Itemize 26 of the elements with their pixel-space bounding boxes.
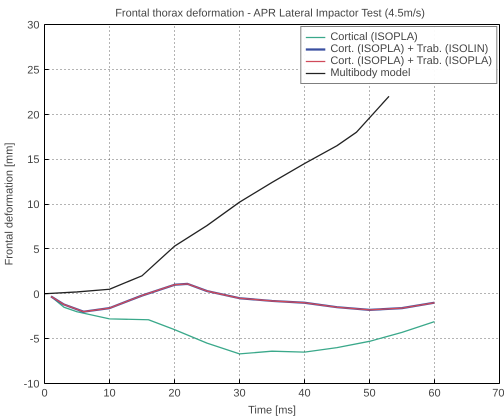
x-tick-label: 40	[298, 388, 311, 400]
legend-label: Cort. (ISOPLA) + Trab. (ISOLIN)	[330, 43, 488, 55]
y-tick-label: 10	[27, 199, 40, 211]
line-series	[44, 96, 390, 294]
y-tick-label: 15	[27, 154, 40, 166]
y-tick-label: 30	[27, 20, 40, 32]
y-tick-label: 5	[33, 244, 40, 256]
y-tick-label: -10	[24, 378, 40, 390]
x-tick-label: 60	[428, 388, 441, 400]
x-tick-label: 70	[492, 388, 504, 400]
x-axis-title: Time [ms]	[248, 404, 296, 416]
x-tick-label: 20	[168, 388, 181, 400]
x-tick-label: 50	[363, 388, 376, 400]
y-axis-title: Frontal deformation [mm]	[4, 142, 16, 266]
y-tick-label: 25	[27, 64, 40, 76]
x-tick-label: 0	[41, 388, 48, 400]
x-tick-label: 30	[233, 388, 246, 400]
chart-title: Frontal thorax deformation - APR Lateral Impactor Test (4.5m/s)	[115, 8, 425, 20]
y-tick-label: 0	[33, 288, 40, 301]
legend-label: Cortical (ISOPLA)	[330, 31, 418, 43]
line-series	[50, 296, 436, 355]
legend-label: Multibody model	[330, 67, 410, 79]
y-tick-label: 20	[27, 109, 40, 122]
legend-label: Cort. (ISOPLA) + Trab. (ISOPLA)	[330, 55, 492, 67]
x-tick-label: 10	[103, 388, 116, 400]
y-tick-label: -5	[30, 334, 40, 346]
